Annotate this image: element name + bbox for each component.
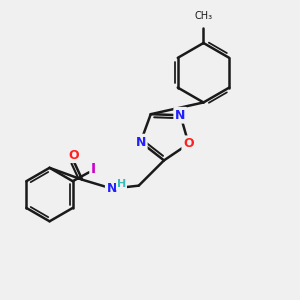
Text: I: I <box>91 162 96 176</box>
Text: CH₃: CH₃ <box>194 11 213 21</box>
Text: O: O <box>183 137 194 150</box>
Text: N: N <box>175 109 186 122</box>
Text: H: H <box>117 179 126 189</box>
Text: O: O <box>68 148 79 161</box>
Text: N: N <box>107 182 117 195</box>
Text: N: N <box>135 136 146 148</box>
